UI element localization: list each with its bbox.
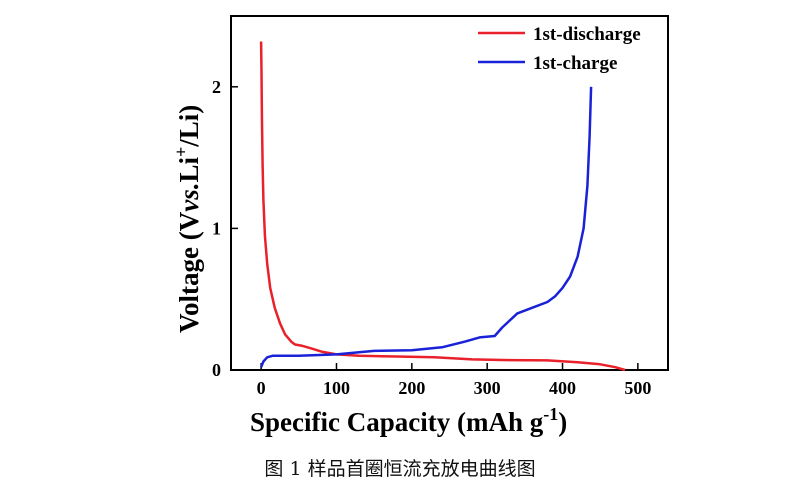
x-axis-label-sup: -1: [543, 404, 558, 424]
y-axis-label-main: Voltage (V: [174, 211, 204, 333]
y-tick-label: 2: [212, 77, 221, 97]
y-axis-label-li: Li: [174, 156, 204, 182]
y-axis-ticks: 0 1 2: [212, 77, 238, 380]
legend: 1st-discharge 1st-charge: [478, 24, 641, 74]
y-tick-label: 1: [212, 218, 221, 238]
figure-caption: 图 1 样品首圈恒流充放电曲线图: [264, 458, 536, 480]
x-tick-label: 0: [257, 378, 266, 398]
x-tick-label: 500: [624, 378, 651, 398]
x-tick-label: 100: [323, 378, 350, 398]
y-axis-label-end: /Li): [174, 105, 204, 148]
x-tick-label: 400: [549, 378, 576, 398]
x-tick-label: 200: [398, 378, 425, 398]
legend-label-charge: 1st-charge: [533, 53, 617, 74]
series-line-charge: [259, 86, 593, 368]
x-axis-label: Specific Capacity (mAh g-1): [250, 404, 567, 437]
plot-frame: [230, 15, 669, 371]
x-axis-label-main: Specific Capacity (mAh g: [250, 407, 544, 437]
y-axis-label-vs: vs.: [174, 183, 204, 212]
x-axis-label-close: ): [558, 407, 567, 437]
series-line-discharge: [259, 41, 626, 372]
chart-figure: 0 100 200 300 400 500 0 1 2 1st-discharge 1st-c…: [171, 15, 669, 437]
legend-label-discharge: 1st-discharge: [533, 24, 641, 45]
x-tick-label: 300: [474, 378, 501, 398]
y-axis-label: Voltage (Vvs.Li+/Li): [171, 105, 204, 333]
y-axis-label-sup: +: [171, 147, 191, 157]
y-tick-label: 0: [212, 360, 221, 380]
series-layer: [259, 41, 626, 372]
x-axis-ticks: 0 100 200 300 400 500: [257, 363, 651, 398]
